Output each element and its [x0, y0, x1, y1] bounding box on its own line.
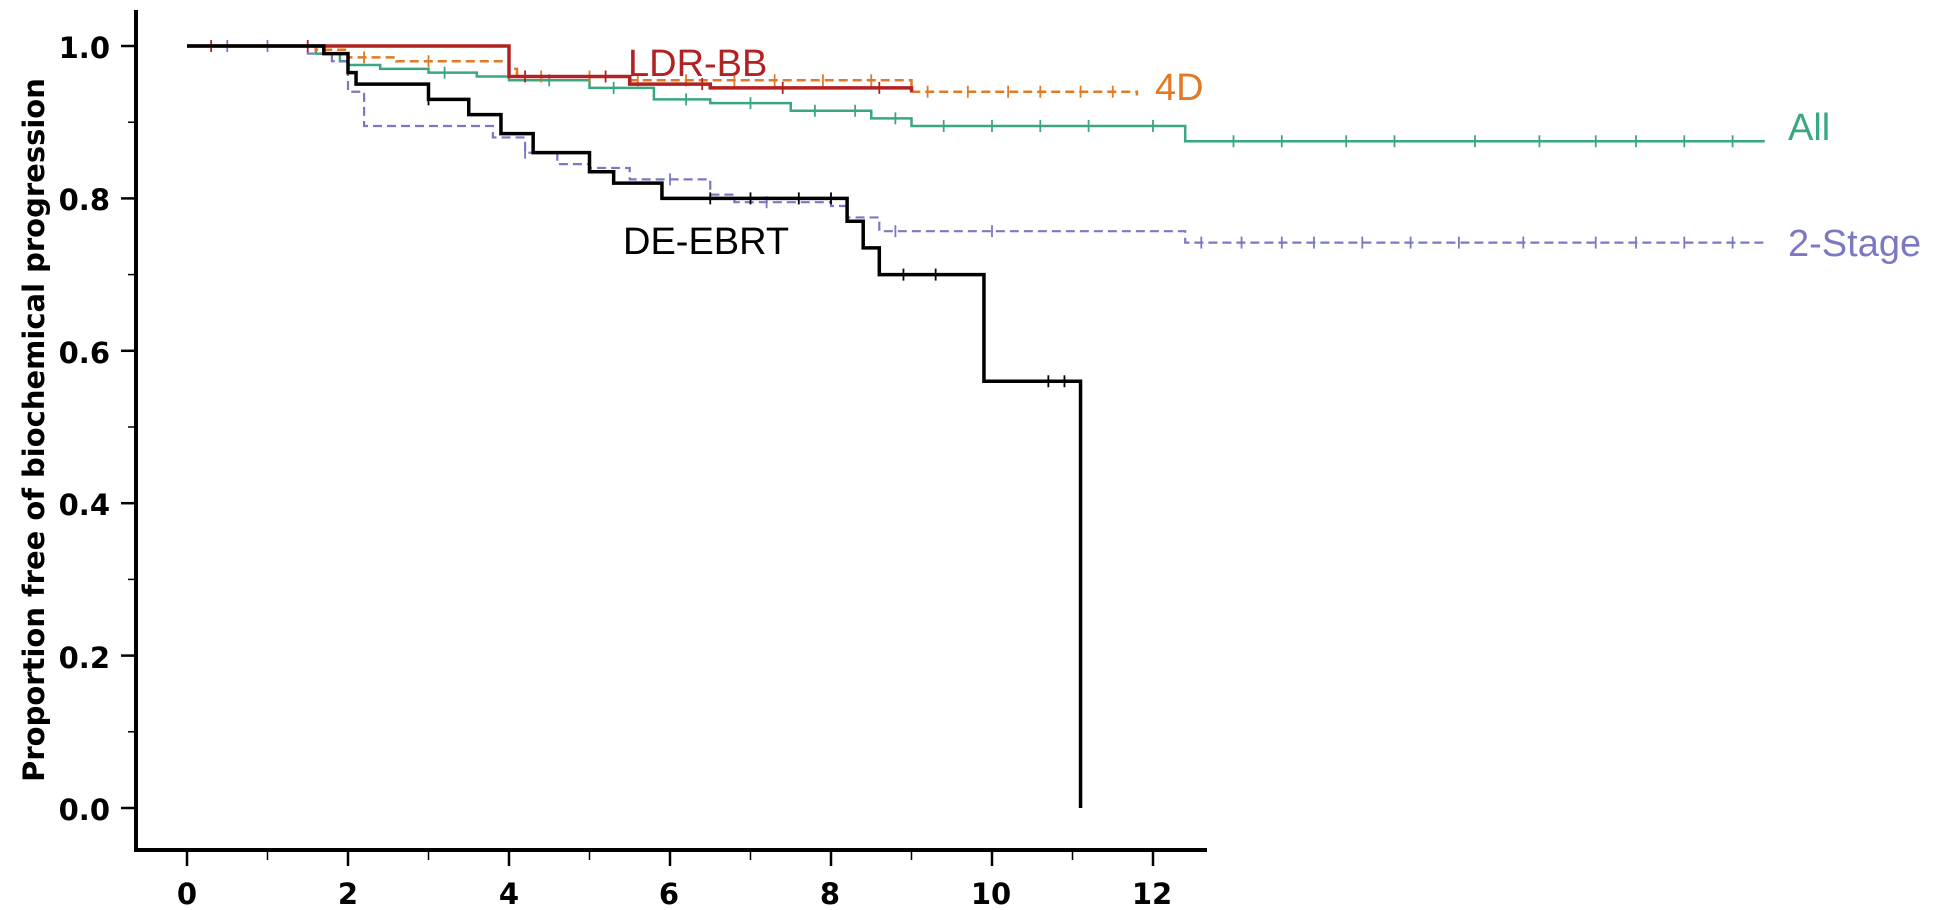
- y-tick-label: 0.4: [59, 488, 110, 522]
- x-tick-label: 8: [820, 877, 840, 910]
- series-labels: LDR-BB 4D All 2-Stage DE-EBRT: [623, 43, 1921, 265]
- series-line-de-ebrt: [187, 44, 1083, 808]
- series-label-all: All: [1788, 107, 1830, 149]
- series-label-4d: 4D: [1155, 67, 1204, 109]
- series-line-2-stage: [187, 44, 1765, 244]
- plot-lines: [187, 40, 1765, 808]
- x-tick-label: 10: [971, 877, 1011, 910]
- series-ldr-bb: [187, 40, 914, 94]
- y-tick-labels: 1.0 0.8 0.6 0.4 0.2 0.0: [59, 31, 110, 827]
- series-de-ebrt: [187, 44, 1083, 808]
- y-tick-label: 0.6: [59, 336, 110, 370]
- x-tick-labels: 0 2 4 6 8 10 12: [177, 877, 1172, 910]
- y-tick-label: 0.0: [59, 793, 110, 827]
- x-tick-label: 2: [338, 877, 358, 910]
- series-label-de-ebrt: DE-EBRT: [623, 221, 789, 263]
- x-tick-label: 0: [177, 877, 197, 910]
- y-ticks: [121, 44, 136, 810]
- y-tick-label: 0.2: [59, 641, 110, 675]
- y-tick-label: 1.0: [59, 31, 110, 65]
- series-all: [187, 44, 1765, 148]
- x-tick-label: 12: [1132, 877, 1172, 910]
- series-2-stage: [187, 40, 1765, 249]
- y-axis-title: Proportion free of biochemical progressi…: [17, 78, 51, 782]
- x-tick-label: 6: [659, 877, 679, 910]
- series-line-ldr-bb: [187, 44, 914, 92]
- x-ticks: [185, 850, 1155, 866]
- x-tick-label: 4: [499, 877, 519, 910]
- series-label-ldr-bb: LDR-BB: [628, 43, 767, 85]
- axes: [134, 10, 1207, 852]
- series-label-2-stage: 2-Stage: [1788, 223, 1921, 265]
- y-tick-label: 0.8: [59, 183, 110, 217]
